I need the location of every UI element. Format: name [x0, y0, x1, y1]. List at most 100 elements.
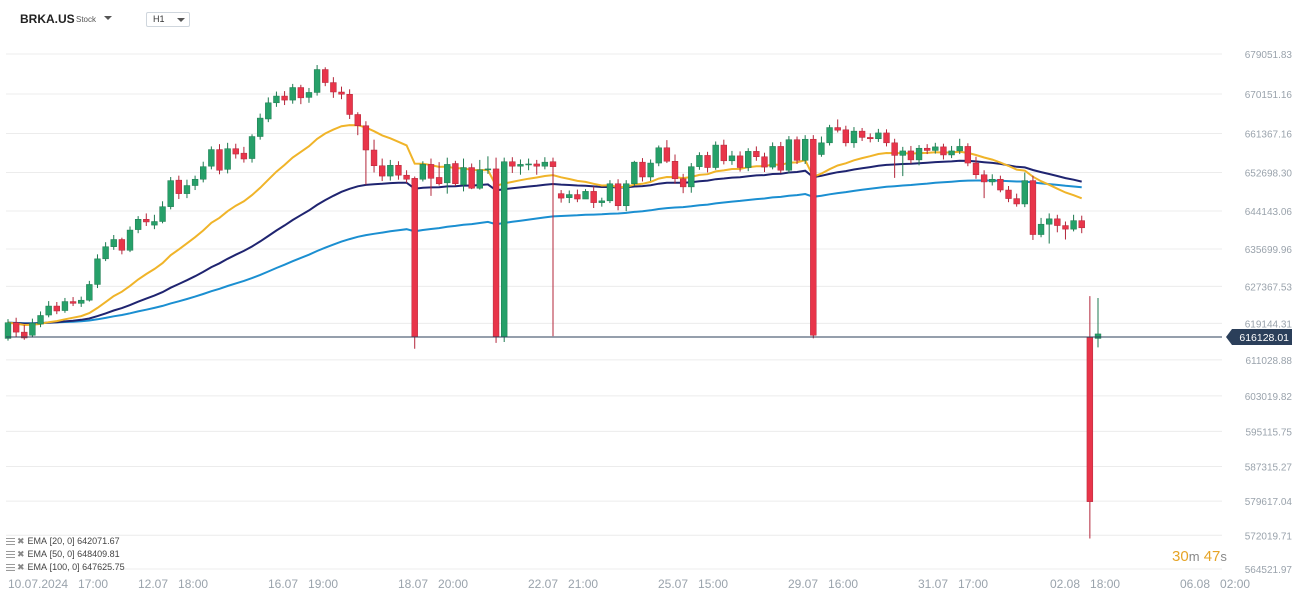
close-icon[interactable]: ✖	[17, 562, 25, 572]
candle-up	[200, 166, 207, 180]
candle-up	[208, 149, 215, 167]
candle-up	[94, 258, 101, 285]
candle-down	[21, 331, 28, 339]
candle-up	[37, 315, 44, 325]
candle-down	[777, 146, 784, 171]
y-tick-label: 679051.83	[1245, 50, 1293, 61]
candle-down	[297, 87, 305, 99]
candle-up	[102, 246, 109, 260]
candle-down	[736, 155, 744, 168]
candle-up	[273, 95, 280, 104]
candle-up	[183, 185, 191, 194]
candle-down	[720, 144, 727, 162]
close-icon[interactable]: ✖	[17, 549, 25, 559]
candle-down	[891, 142, 898, 156]
candle-down	[492, 168, 500, 337]
settings-lines-icon[interactable]	[6, 551, 15, 558]
candle-up	[1037, 223, 1045, 235]
candle-up	[501, 161, 508, 338]
candle-down	[883, 132, 890, 144]
candle-down	[940, 146, 947, 156]
candle-down	[330, 82, 337, 93]
y-tick-label: 644143.06	[1245, 207, 1293, 218]
y-tick-label: 579617.04	[1245, 497, 1293, 508]
countdown-seconds-unit: s	[1220, 549, 1227, 564]
candle-down	[549, 161, 557, 167]
candle-down	[924, 147, 931, 151]
candle-down	[338, 91, 345, 95]
candle-down	[370, 149, 378, 166]
candle-up	[126, 229, 134, 251]
candle-up	[419, 164, 427, 180]
close-icon[interactable]: ✖	[17, 536, 25, 546]
candle-up	[948, 150, 955, 156]
candle-down	[362, 125, 370, 151]
indicator-legend: ✖ EMA [20, 0] 642071.67 ✖ EMA [50, 0] 64…	[6, 535, 125, 574]
candle-countdown: 30m 47s	[1172, 548, 1227, 565]
x-tick-label: 22.07 21:00	[528, 577, 598, 591]
candle-down	[435, 177, 443, 184]
candle-up	[606, 183, 614, 202]
candle-down	[858, 130, 866, 138]
candle-up	[932, 146, 939, 151]
candle-up	[1021, 180, 1028, 205]
candle-up	[191, 178, 199, 186]
candle-up	[256, 117, 264, 137]
x-tick-label: 29.07 16:00	[788, 577, 858, 591]
last-price-label: 616128.01	[1239, 332, 1289, 344]
candle-up	[484, 168, 492, 171]
candle-up	[444, 164, 451, 184]
candle-down	[175, 179, 182, 194]
candle-down	[557, 193, 565, 199]
y-tick-label: 635699.96	[1245, 245, 1293, 256]
candle-up	[265, 102, 272, 120]
candle-up	[525, 163, 532, 166]
candle-up	[45, 305, 52, 316]
legend-row-ema20[interactable]: ✖ EMA [20, 0] 642071.67	[6, 535, 125, 548]
candle-up	[818, 142, 825, 155]
y-tick-label: 603019.82	[1245, 392, 1293, 403]
ema100-line	[7, 179, 1082, 325]
y-tick-label: 670151.16	[1245, 90, 1293, 101]
candle-down	[379, 165, 386, 177]
candle-down	[964, 146, 972, 164]
candle-down	[663, 147, 671, 162]
candle-up	[224, 148, 231, 170]
candle-up	[313, 69, 321, 93]
candle-up	[696, 155, 703, 167]
legend-row-ema100[interactable]: ✖ EMA [100, 0] 647625.75	[6, 561, 125, 574]
countdown-minutes: 30	[1172, 548, 1189, 565]
instrument-type-label: Stock	[76, 15, 97, 24]
candle-up	[86, 284, 93, 301]
candle-up	[785, 139, 793, 171]
y-tick-label: 595115.75	[1245, 427, 1292, 438]
candle-down	[118, 239, 126, 251]
y-tick-label: 652698.30	[1245, 169, 1293, 180]
candle-down	[842, 129, 850, 144]
last-price-badge	[1226, 328, 1292, 345]
x-tick-label: 10.07.2024 17:00	[8, 577, 108, 591]
chevron-down-icon[interactable]	[104, 16, 112, 20]
settings-lines-icon[interactable]	[6, 538, 15, 545]
candle-down	[452, 163, 459, 184]
candle-down	[411, 178, 418, 338]
legend-label: EMA	[27, 549, 48, 559]
symbol-label[interactable]: BRKA.US	[20, 12, 75, 26]
timeframe-select[interactable]: H1	[146, 12, 190, 27]
chevron-down-icon	[177, 18, 185, 22]
settings-lines-icon[interactable]	[6, 564, 15, 571]
candle-down	[867, 137, 874, 140]
x-tick-label: 12.07 18:00	[138, 577, 208, 591]
candle-down	[793, 139, 801, 161]
candle-up	[1094, 333, 1102, 339]
legend-row-ema50[interactable]: ✖ EMA [50, 0] 648409.81	[6, 548, 125, 561]
candle-down	[1005, 189, 1012, 199]
candle-up	[110, 239, 117, 247]
candle-up	[167, 180, 174, 207]
candle-up	[29, 322, 36, 336]
candle-up	[647, 162, 654, 178]
chart-header: BRKA.US Stock H1	[0, 0, 1298, 40]
candle-up	[850, 130, 858, 144]
candle-up	[151, 221, 158, 226]
